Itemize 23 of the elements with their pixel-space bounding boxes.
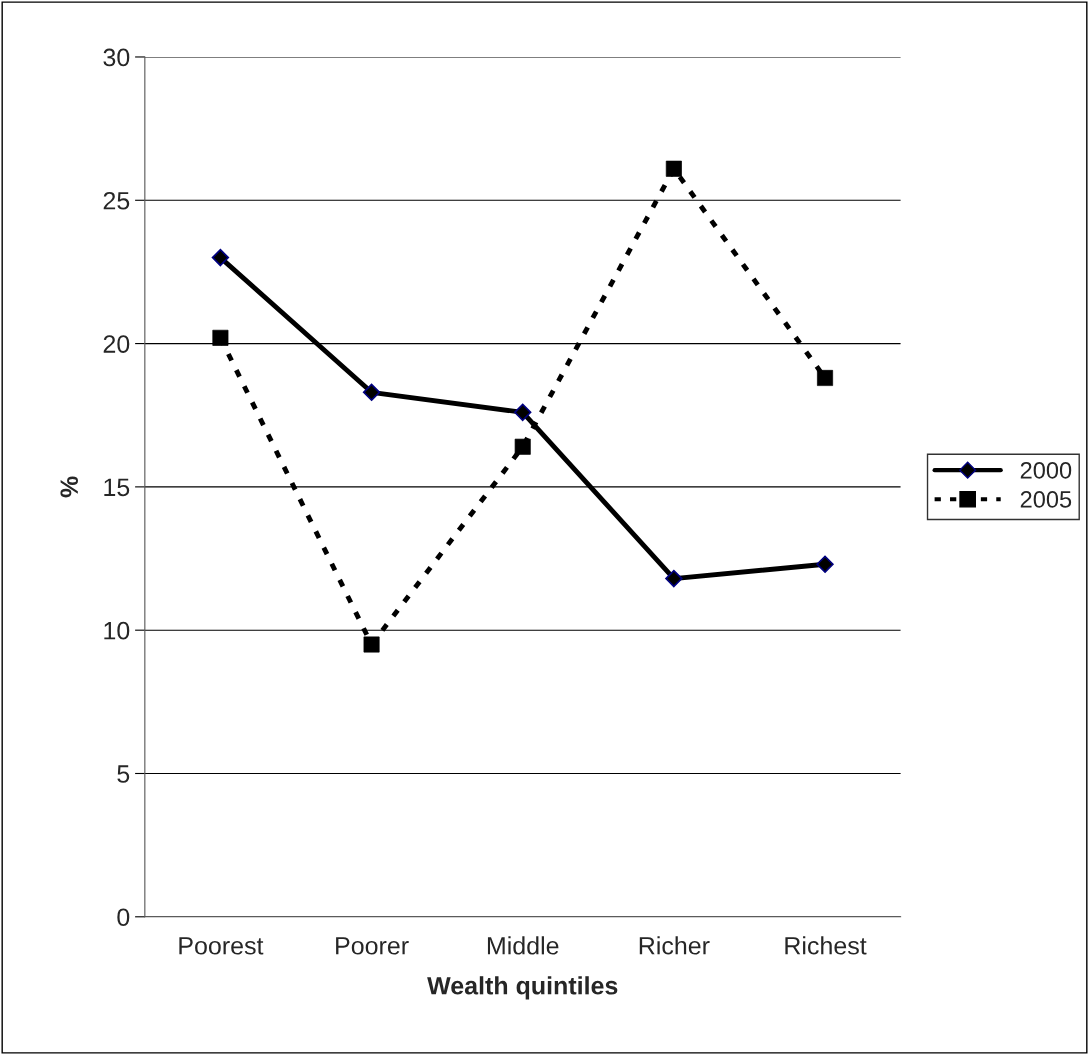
legend-label: 2000	[1020, 461, 1072, 479]
x-axis-title: Wealth quintiles	[427, 976, 618, 1000]
y-tick-label: 25	[103, 191, 130, 210]
x-tick-label: Poorest	[179, 937, 264, 955]
y-tick-label: 0	[117, 908, 130, 927]
y-tick-label: 10	[104, 621, 130, 640]
x-tick-label: Richer	[639, 936, 710, 955]
x-tick-label: Poorer	[336, 937, 409, 955]
x-tick-label: Richest	[785, 936, 867, 955]
point	[362, 383, 381, 401]
point	[817, 369, 834, 386]
x-tick-label: Middle	[487, 936, 559, 955]
legend-label: 2005	[1020, 491, 1072, 508]
y-tick-label: 5	[117, 765, 130, 783]
point	[211, 248, 230, 267]
point	[514, 403, 532, 422]
y-axis-title: %	[60, 476, 79, 498]
y-tick-label: 30	[103, 48, 130, 67]
y-tick-label: 15	[104, 478, 130, 497]
point	[665, 569, 683, 588]
y-tick-label: 20	[103, 335, 130, 353]
point	[665, 160, 682, 177]
point	[816, 555, 834, 573]
